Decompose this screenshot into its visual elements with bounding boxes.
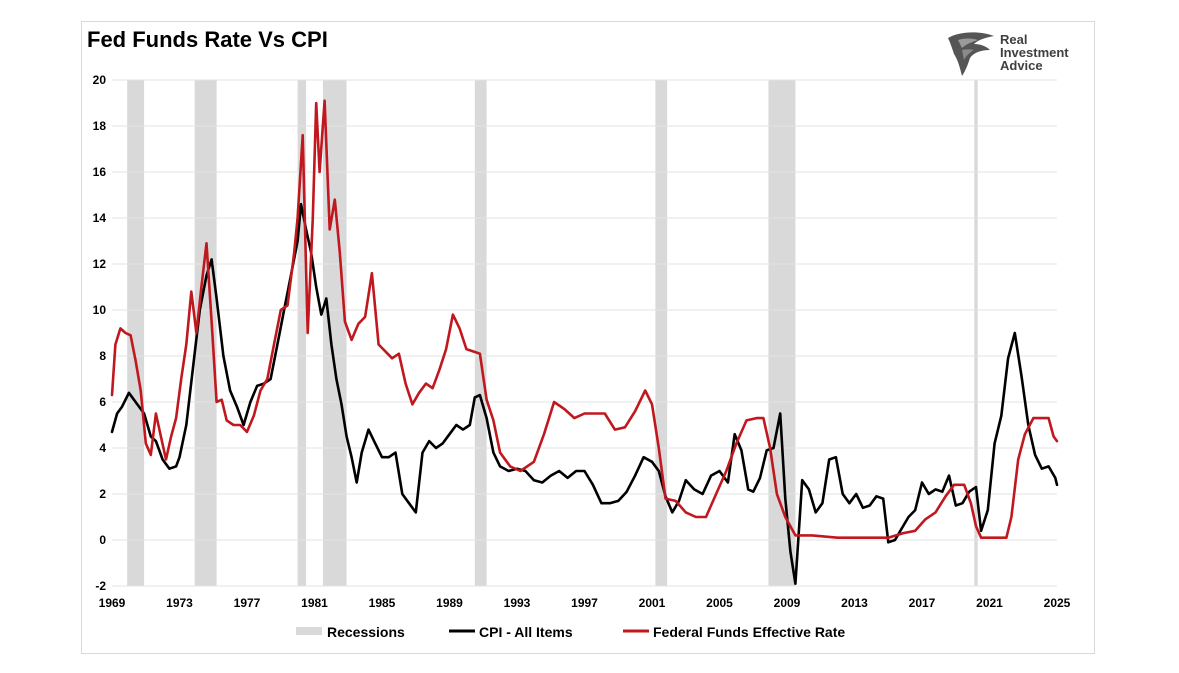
x-tick-label: 1989 [436, 596, 463, 610]
brand-logo [944, 30, 1084, 78]
x-tick-label: 1997 [571, 596, 598, 610]
x-tick-label: 2005 [706, 596, 733, 610]
x-tick-label: 2009 [774, 596, 801, 610]
y-tick-label: 20 [93, 73, 107, 87]
y-axis-ticks: -2 0 2 4 6 8 10 12 14 16 18 20 [93, 73, 107, 593]
y-tick-label: 4 [99, 441, 106, 455]
y-tick-label: 14 [93, 211, 107, 225]
x-tick-label: 2001 [639, 596, 666, 610]
recession-band-7 [974, 80, 978, 586]
x-tick-label: 1969 [99, 596, 126, 610]
chart-title: Fed Funds Rate Vs CPI [87, 27, 328, 52]
x-tick-label: 1985 [369, 596, 396, 610]
recession-band-0 [127, 80, 145, 586]
series-lines [110, 99, 1059, 586]
x-tick-label: 2025 [1044, 596, 1071, 610]
brand-text: Real Investment Advice [1000, 33, 1069, 72]
y-tick-label: 18 [93, 119, 107, 133]
x-tick-label: 2017 [909, 596, 936, 610]
recession-band-1 [194, 80, 217, 586]
x-tick-label: 2013 [841, 596, 868, 610]
x-axis-ticks: 1969 1973 1977 1981 1985 1989 1993 1997 2001 2005… [99, 596, 1071, 610]
y-tick-label: 16 [93, 165, 107, 179]
gridlines [112, 79, 1057, 587]
y-tick-label: 0 [99, 533, 106, 547]
brand-line-1: Real [1000, 32, 1028, 47]
recession-band-5 [655, 80, 668, 586]
recession-band-6 [768, 80, 796, 586]
eagle-icon [948, 32, 994, 76]
y-tick-label: 12 [93, 257, 107, 271]
x-tick-label: 1993 [504, 596, 531, 610]
legend-recessions-swatch [296, 627, 322, 635]
legend: Recessions CPI - All Items Federal Funds… [296, 624, 845, 640]
legend-cpi-label: CPI - All Items [479, 624, 573, 640]
recession-band-2 [297, 80, 307, 586]
brand-line-2: Investment [1000, 45, 1069, 60]
y-tick-label: 8 [99, 349, 106, 363]
legend-recessions-label: Recessions [327, 624, 405, 640]
cpi-line [110, 99, 1059, 540]
y-tick-label: 2 [99, 487, 106, 501]
brand-line-3: Advice [1000, 58, 1043, 73]
recession-bands [127, 80, 978, 586]
x-tick-label: 1973 [166, 596, 193, 610]
y-tick-label: 6 [99, 395, 106, 409]
recession-band-4 [474, 80, 487, 586]
y-tick-label: -2 [95, 579, 106, 593]
legend-fed-label: Federal Funds Effective Rate [653, 624, 845, 640]
x-tick-label: 1977 [234, 596, 261, 610]
x-tick-label: 2021 [976, 596, 1003, 610]
fed-funds-line [110, 202, 1059, 586]
x-tick-label: 1981 [301, 596, 328, 610]
y-tick-label: 10 [93, 303, 107, 317]
